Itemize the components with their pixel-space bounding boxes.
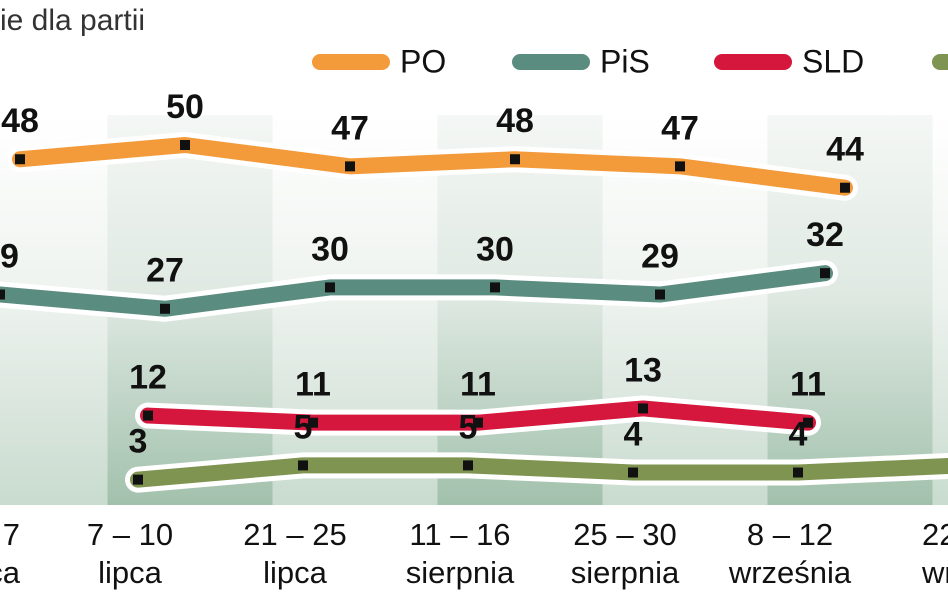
- data-label: 5: [459, 408, 478, 446]
- x-tick-label: sierpnia: [406, 555, 515, 590]
- point: [638, 403, 648, 414]
- axis-background: [0, 505, 948, 593]
- point: [0, 289, 5, 300]
- data-label: 44: [826, 131, 864, 169]
- point: [473, 417, 483, 428]
- point: [840, 182, 850, 193]
- line: [130, 457, 948, 488]
- point: [160, 303, 170, 314]
- point: [308, 417, 318, 428]
- point: [143, 410, 153, 421]
- band: [932, 115, 948, 515]
- x-tick-label: 22: [922, 517, 948, 552]
- data-label: 47: [661, 109, 699, 147]
- legend-label: PO: [400, 43, 446, 79]
- x-tick-label: lipca: [98, 555, 163, 590]
- data-label: 11: [790, 366, 826, 404]
- point: [345, 161, 355, 172]
- point: [628, 467, 638, 478]
- chart-title: ie dla partii: [0, 4, 145, 37]
- x-tick-label: 8 – 12: [747, 517, 833, 552]
- x-tick-label: lipca: [263, 555, 328, 590]
- data-label: 29: [641, 238, 679, 276]
- legend-label: SLD: [802, 43, 864, 79]
- data-label: 3: [129, 423, 148, 461]
- data-label: 4: [624, 416, 643, 454]
- data-label: 48: [1, 102, 39, 140]
- band: [272, 115, 438, 515]
- background: [0, 115, 948, 515]
- data-label: 27: [146, 252, 184, 290]
- point: [510, 154, 520, 165]
- data-label: 32: [806, 216, 844, 254]
- point: [655, 289, 665, 300]
- data-label: 29: [0, 238, 19, 276]
- x-tick-label: 7 – 10: [87, 517, 173, 552]
- band: [437, 115, 603, 515]
- x-tick-label: sierpnia: [571, 555, 680, 590]
- x-tick-label: 25 – 30: [573, 517, 676, 552]
- data-label: 13: [624, 351, 662, 389]
- point: [675, 161, 685, 172]
- data-label: 47: [331, 109, 369, 147]
- x-tick-label: 11 – 16: [409, 517, 510, 552]
- data-label: 4: [789, 416, 808, 454]
- data-label: 5: [294, 408, 313, 446]
- data-label: 50: [166, 88, 204, 126]
- x-tick-label: 21 – 25: [243, 517, 346, 552]
- line: [12, 137, 853, 196]
- point: [793, 467, 803, 478]
- point: [490, 282, 500, 293]
- data-label: 12: [129, 359, 167, 397]
- point: [820, 268, 830, 279]
- line: [0, 265, 833, 317]
- data-label: 48: [496, 102, 534, 140]
- legend-label: PiS: [600, 43, 650, 79]
- x-tick-label: września: [728, 555, 852, 590]
- data-label: 30: [476, 230, 514, 268]
- point: [325, 282, 335, 293]
- data-label: 11: [460, 366, 496, 404]
- x-tick-label: wrz: [921, 555, 948, 590]
- x-tick-label: ca: [0, 555, 21, 590]
- point: [298, 460, 308, 471]
- point: [133, 474, 143, 485]
- x-tick-label: 7: [3, 517, 20, 552]
- data-label: 30: [311, 230, 349, 268]
- point: [15, 154, 25, 165]
- point: [463, 460, 473, 471]
- point: [803, 417, 813, 428]
- point: [180, 140, 190, 150]
- data-label: 11: [295, 366, 331, 404]
